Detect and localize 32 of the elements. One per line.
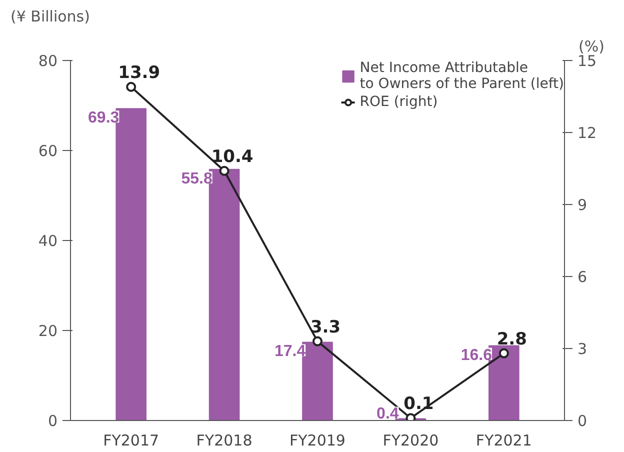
point <box>498 348 509 358</box>
data-label: 69.3 <box>88 110 120 127</box>
x-tick-label: FY2019 <box>290 432 346 450</box>
data-label: 17.4 <box>274 343 306 360</box>
x-tick-label: FY2018 <box>196 432 252 450</box>
data-label: 16.6 <box>460 346 492 364</box>
legend-label: ROE (right) <box>360 94 438 110</box>
y2-tick-label: 9 <box>578 196 588 214</box>
y-tick-label: 20 <box>38 322 58 340</box>
y2-tick-label: 3 <box>578 340 588 358</box>
x-tick-label: FY2021 <box>476 432 532 450</box>
point <box>406 413 416 420</box>
data-label: 2.8 <box>496 329 527 350</box>
y-tick-label: 80 <box>38 52 58 70</box>
data-label: 13.9 <box>118 62 160 83</box>
y-tick-label: 40 <box>38 232 58 250</box>
y2-tick-label: 6 <box>578 268 588 286</box>
data-label: 55.8 <box>181 170 212 188</box>
data-label: 0.4 <box>376 406 399 423</box>
y-tick-label: 60 <box>38 142 58 160</box>
legend-label: Net Income Attributable to Owners of the Parent (left) <box>360 60 564 92</box>
data-label: 10.4 <box>211 146 254 167</box>
point <box>312 336 322 346</box>
point <box>219 166 230 176</box>
y-tick-label: 0 <box>48 412 58 430</box>
y-axis-title: (¥ Billions) <box>10 8 90 26</box>
x-tick-label: FY2020 <box>382 432 439 450</box>
data-label: 3.3 <box>310 317 341 338</box>
point <box>126 82 136 92</box>
x-tick-label: FY2017 <box>103 432 160 450</box>
y2-tick-label: 0 <box>578 412 588 430</box>
y2-tick-label: 12 <box>578 124 597 142</box>
